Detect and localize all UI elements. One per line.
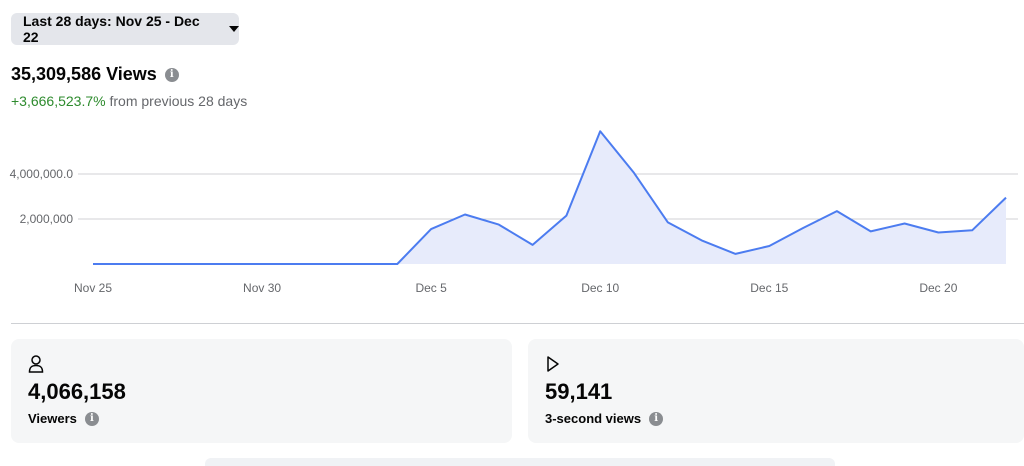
views-chart: 4,000,000.0 2,000,000 Nov 25 Nov 30 Dec 5 Dec… — [10, 128, 1018, 295]
data-point[interactable] — [428, 226, 434, 232]
data-point[interactable] — [800, 225, 806, 231]
data-point[interactable] — [158, 261, 164, 267]
data-point[interactable] — [665, 219, 671, 225]
data-point[interactable] — [124, 261, 130, 267]
x-tick-label: Nov 25 — [74, 281, 112, 295]
data-point[interactable] — [935, 230, 941, 236]
info-icon[interactable]: i — [164, 67, 179, 82]
change-value: +3,666,523.7% — [11, 93, 106, 109]
data-point[interactable] — [90, 261, 96, 267]
x-tick-label: Dec 5 — [415, 281, 447, 295]
views-change: +3,666,523.7% from previous 28 days — [11, 93, 247, 109]
viewers-label: Viewers — [28, 411, 77, 426]
three-second-views-value: 59,141 — [545, 379, 613, 404]
data-point[interactable] — [969, 227, 975, 233]
divider — [11, 323, 1024, 324]
caret-down-icon — [229, 26, 239, 32]
x-tick-label: Dec 10 — [581, 281, 619, 295]
data-point[interactable] — [530, 242, 536, 248]
date-range-dropdown[interactable]: Last 28 days: Nov 25 - Dec 22 — [11, 13, 239, 45]
x-tick-label: Nov 30 — [243, 281, 281, 295]
three-second-views-label-row: 3-second views i — [545, 411, 664, 426]
play-icon — [545, 355, 561, 378]
data-point[interactable] — [766, 243, 772, 249]
data-point[interactable] — [462, 212, 468, 218]
data-point[interactable] — [496, 222, 502, 228]
data-point[interactable] — [732, 251, 738, 257]
y-tick-label: 2,000,000 — [20, 212, 74, 226]
three-second-views-card: 59,141 3-second views i — [528, 339, 1024, 443]
data-point[interactable] — [868, 228, 874, 234]
data-point[interactable] — [259, 261, 265, 267]
y-tick-label: 4,000,000.0 — [10, 167, 74, 181]
data-point[interactable] — [563, 213, 569, 219]
data-point[interactable] — [597, 128, 603, 134]
person-icon — [28, 355, 44, 378]
info-icon[interactable]: i — [84, 411, 99, 426]
change-text: from previous 28 days — [109, 93, 248, 109]
x-tick-label: Dec 20 — [919, 281, 957, 295]
date-range-label: Last 28 days: Nov 25 - Dec 22 — [23, 13, 200, 45]
info-icon[interactable]: i — [649, 411, 664, 426]
data-point[interactable] — [631, 170, 637, 176]
data-point[interactable] — [834, 208, 840, 214]
viewers-value: 4,066,158 — [28, 379, 126, 404]
three-second-views-label: 3-second views — [545, 411, 642, 426]
series-line — [93, 130, 1007, 265]
data-point[interactable] — [394, 261, 400, 267]
views-total: 35,309,586 Views — [11, 64, 157, 84]
series-area — [93, 131, 1006, 264]
data-point[interactable] — [225, 261, 231, 267]
viewers-label-row: Viewers i — [28, 411, 99, 426]
bottom-panel-edge — [205, 458, 835, 466]
data-point[interactable] — [191, 261, 197, 267]
data-point[interactable] — [293, 261, 299, 267]
viewers-card: 4,066,158 Viewers i — [11, 339, 512, 443]
data-point[interactable] — [902, 221, 908, 227]
x-tick-label: Dec 15 — [750, 281, 788, 295]
data-point[interactable] — [1003, 195, 1009, 201]
data-point[interactable] — [327, 261, 333, 267]
data-point[interactable] — [361, 261, 367, 267]
data-point[interactable] — [699, 237, 705, 243]
views-title: 35,309,586 Views i — [11, 64, 179, 85]
